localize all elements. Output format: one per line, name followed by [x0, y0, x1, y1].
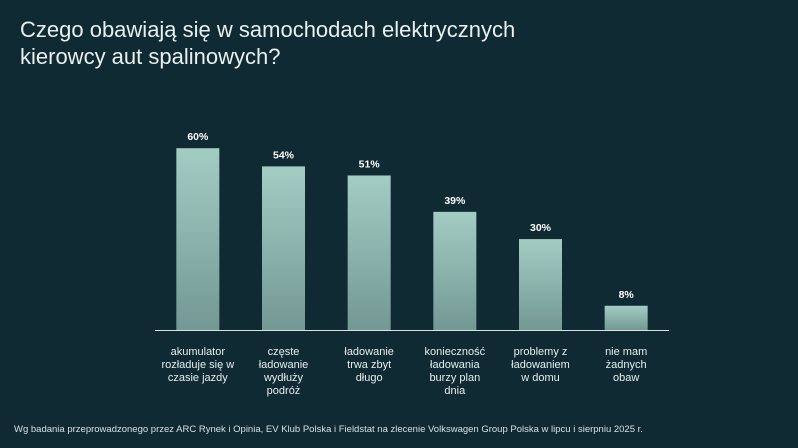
x-tick-label: konieczność ładowania burzy plan dnia	[424, 346, 486, 397]
bar	[519, 239, 562, 330]
value-label: 60%	[187, 131, 209, 143]
bar	[604, 305, 648, 330]
x-tick-label: nie mam żadnych obaw	[605, 346, 648, 384]
value-label: 51%	[359, 158, 381, 170]
bar	[433, 211, 477, 330]
x-tick-label: akumulator rozładuje się w czasie jazdy	[161, 346, 235, 384]
x-tick-label: ładowanie trwa zbyt długo	[344, 346, 394, 384]
footnote: Wg badania przeprowadzonego przez ARC Ry…	[14, 424, 643, 435]
value-label: 8%	[619, 289, 635, 301]
chart-title: Czego obawiają się w samochodach elektry…	[20, 17, 516, 69]
x-tick-label: problemy z ładowaniem w domu	[511, 346, 570, 384]
value-label: 54%	[273, 149, 295, 161]
bar	[347, 175, 391, 330]
value-label: 30%	[530, 222, 552, 234]
x-tick-label: częste ładowanie wydłuży podróż	[258, 346, 309, 397]
bar	[176, 148, 220, 330]
bar	[262, 166, 305, 330]
value-label: 39%	[444, 195, 466, 207]
